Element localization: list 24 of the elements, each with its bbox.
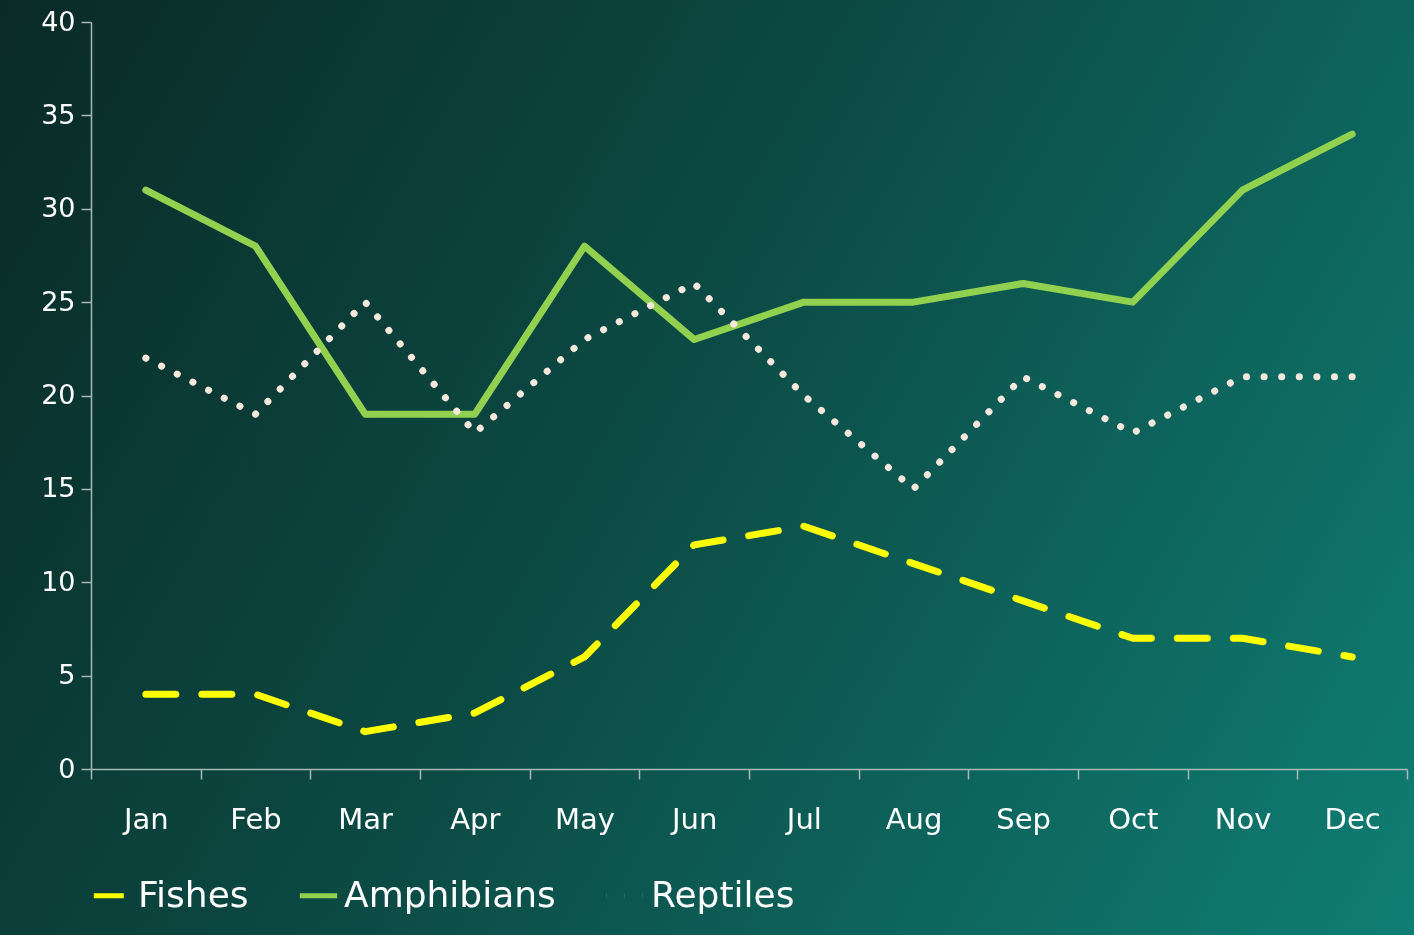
x-tick-label: Oct [1108,801,1159,836]
y-tick-label: 35 [41,98,76,130]
x-tick-label: May [555,801,615,836]
y-tick-label: 10 [41,565,76,597]
y-tick-label: 30 [41,192,76,224]
y-tick-label: 5 [58,659,76,691]
x-tick-label: Jun [670,801,718,836]
x-tick-label: Mar [338,801,394,836]
legend-label: Reptiles [651,873,795,915]
x-tick-label: Dec [1324,801,1381,836]
y-tick-label: 15 [41,472,76,504]
y-tick-label: 20 [41,379,76,410]
legend-label: Amphibians [344,873,556,915]
x-tick-label: Nov [1214,801,1272,836]
y-tick-label: 0 [58,752,76,784]
y-tick-label: 40 [41,5,76,37]
x-tick-label: Feb [230,801,282,836]
legend-label: Fishes [138,873,249,915]
x-tick-label: Sep [996,801,1051,836]
y-tick-label: 25 [41,285,76,317]
x-tick-label: Jan [121,801,169,836]
x-tick-label: Jul [784,801,822,836]
x-tick-label: Aug [885,801,943,836]
x-tick-label: Apr [450,801,501,836]
